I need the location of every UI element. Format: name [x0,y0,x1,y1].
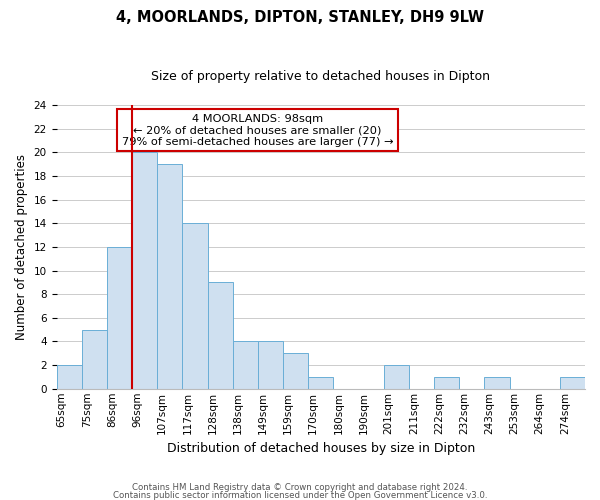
Bar [82,330,107,389]
Bar [283,354,308,389]
Text: Contains public sector information licensed under the Open Government Licence v3: Contains public sector information licen… [113,490,487,500]
Bar [258,342,283,389]
Bar [208,282,233,389]
Bar [308,377,334,389]
Bar [107,247,132,389]
Text: Contains HM Land Registry data © Crown copyright and database right 2024.: Contains HM Land Registry data © Crown c… [132,484,468,492]
Bar [157,164,182,389]
Y-axis label: Number of detached properties: Number of detached properties [15,154,28,340]
Bar [56,365,82,389]
Bar [233,342,258,389]
X-axis label: Distribution of detached houses by size in Dipton: Distribution of detached houses by size … [167,442,475,455]
Bar [560,377,585,389]
Bar [132,152,157,389]
Title: Size of property relative to detached houses in Dipton: Size of property relative to detached ho… [151,70,490,83]
Text: 4 MOORLANDS: 98sqm
← 20% of detached houses are smaller (20)
79% of semi-detache: 4 MOORLANDS: 98sqm ← 20% of detached hou… [122,114,393,146]
Bar [484,377,509,389]
Bar [383,365,409,389]
Bar [434,377,459,389]
Text: 4, MOORLANDS, DIPTON, STANLEY, DH9 9LW: 4, MOORLANDS, DIPTON, STANLEY, DH9 9LW [116,10,484,25]
Bar [182,223,208,389]
